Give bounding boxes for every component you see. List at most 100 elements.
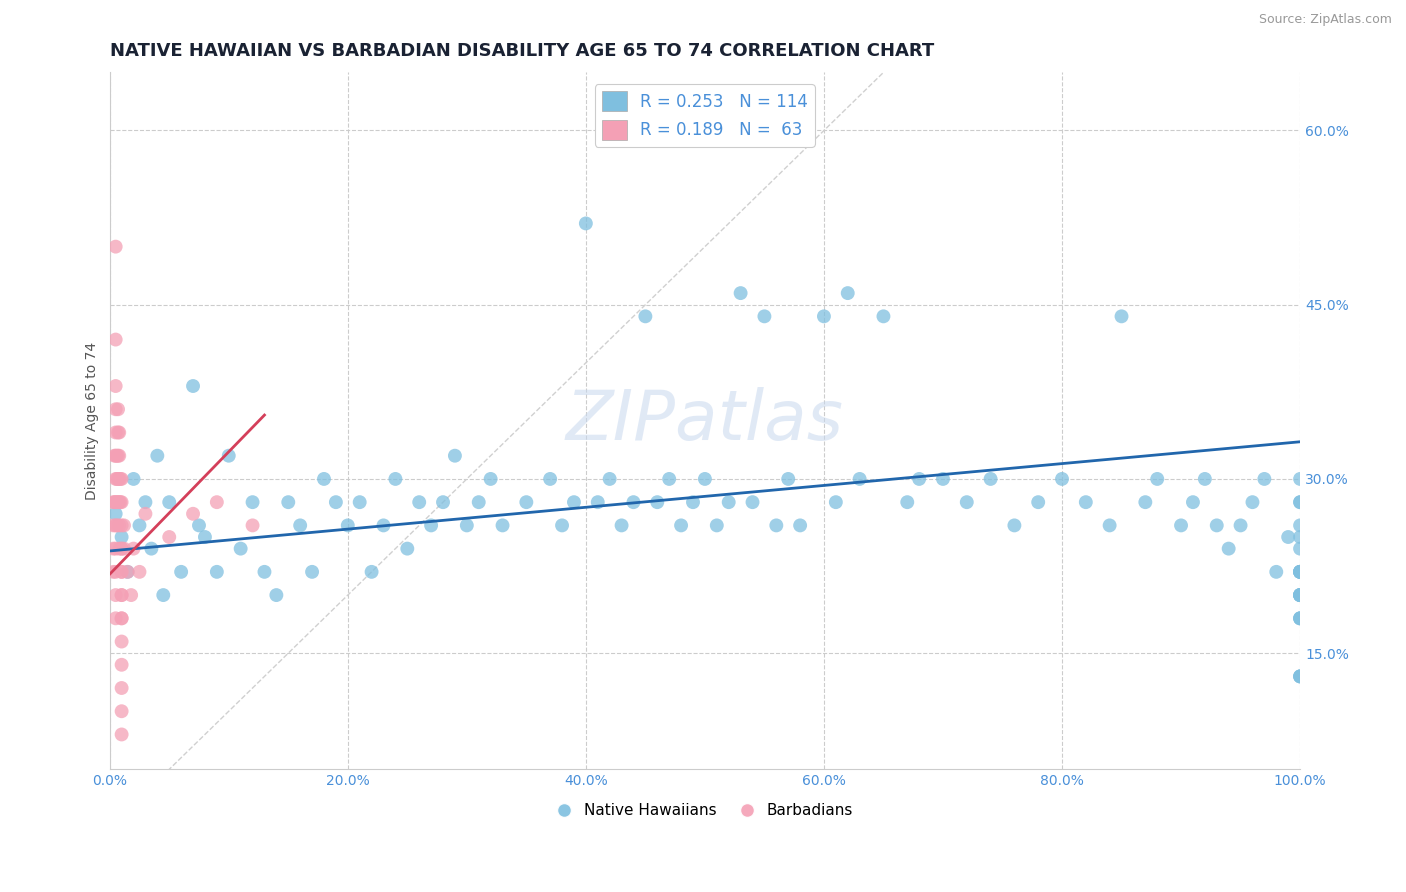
Point bbox=[141, 541, 163, 556]
Point bbox=[623, 495, 645, 509]
Point bbox=[107, 495, 129, 509]
Point bbox=[111, 634, 134, 648]
Point bbox=[1289, 669, 1312, 683]
Point bbox=[111, 518, 134, 533]
Point bbox=[253, 565, 276, 579]
Point bbox=[1074, 495, 1097, 509]
Point bbox=[1111, 310, 1133, 324]
Point bbox=[658, 472, 681, 486]
Point bbox=[1289, 495, 1312, 509]
Y-axis label: Disability Age 65 to 74: Disability Age 65 to 74 bbox=[86, 342, 100, 500]
Point bbox=[111, 681, 134, 695]
Point bbox=[1289, 495, 1312, 509]
Point bbox=[104, 425, 127, 440]
Point bbox=[1289, 565, 1312, 579]
Point bbox=[384, 472, 406, 486]
Point bbox=[181, 379, 204, 393]
Point bbox=[491, 518, 513, 533]
Point bbox=[610, 518, 633, 533]
Point bbox=[103, 541, 125, 556]
Point bbox=[103, 565, 125, 579]
Point bbox=[108, 449, 131, 463]
Point bbox=[1289, 611, 1312, 625]
Point bbox=[896, 495, 918, 509]
Text: Source: ZipAtlas.com: Source: ZipAtlas.com bbox=[1258, 13, 1392, 27]
Point bbox=[218, 449, 240, 463]
Point bbox=[373, 518, 395, 533]
Point bbox=[717, 495, 740, 509]
Point bbox=[932, 472, 955, 486]
Point bbox=[1253, 472, 1275, 486]
Point bbox=[108, 472, 131, 486]
Point bbox=[848, 472, 870, 486]
Point bbox=[741, 495, 763, 509]
Point bbox=[956, 495, 979, 509]
Point bbox=[104, 565, 127, 579]
Point bbox=[1181, 495, 1204, 509]
Point bbox=[1289, 669, 1312, 683]
Point bbox=[105, 495, 128, 509]
Point bbox=[117, 565, 139, 579]
Point bbox=[111, 541, 134, 556]
Point bbox=[170, 565, 193, 579]
Point bbox=[1026, 495, 1049, 509]
Point bbox=[908, 472, 931, 486]
Point bbox=[1289, 611, 1312, 625]
Point bbox=[105, 449, 128, 463]
Point bbox=[1194, 472, 1216, 486]
Point bbox=[479, 472, 502, 486]
Point bbox=[1289, 588, 1312, 602]
Point bbox=[408, 495, 430, 509]
Point bbox=[277, 495, 299, 509]
Point bbox=[432, 495, 454, 509]
Point bbox=[157, 530, 180, 544]
Point bbox=[205, 565, 228, 579]
Point bbox=[645, 495, 668, 509]
Point bbox=[111, 565, 134, 579]
Point bbox=[1205, 518, 1227, 533]
Point bbox=[1289, 588, 1312, 602]
Point bbox=[181, 507, 204, 521]
Point bbox=[325, 495, 347, 509]
Point bbox=[1050, 472, 1073, 486]
Point bbox=[157, 495, 180, 509]
Point bbox=[194, 530, 217, 544]
Point bbox=[188, 518, 211, 533]
Point bbox=[134, 507, 156, 521]
Point bbox=[242, 518, 264, 533]
Point bbox=[111, 530, 134, 544]
Point bbox=[111, 495, 134, 509]
Point bbox=[104, 240, 127, 254]
Point bbox=[107, 472, 129, 486]
Point bbox=[104, 518, 127, 533]
Point bbox=[1289, 565, 1312, 579]
Point bbox=[108, 495, 131, 509]
Point bbox=[538, 472, 561, 486]
Point bbox=[229, 541, 252, 556]
Point bbox=[111, 727, 134, 741]
Point bbox=[1146, 472, 1168, 486]
Point bbox=[128, 565, 150, 579]
Point bbox=[110, 495, 132, 509]
Point bbox=[693, 472, 716, 486]
Point bbox=[1229, 518, 1251, 533]
Point bbox=[128, 518, 150, 533]
Point bbox=[104, 507, 127, 521]
Point bbox=[104, 472, 127, 486]
Point bbox=[312, 472, 335, 486]
Point bbox=[134, 495, 156, 509]
Point bbox=[111, 541, 134, 556]
Point bbox=[1289, 565, 1312, 579]
Point bbox=[111, 472, 134, 486]
Point bbox=[669, 518, 692, 533]
Point bbox=[789, 518, 811, 533]
Point bbox=[824, 495, 846, 509]
Point bbox=[103, 518, 125, 533]
Point bbox=[778, 472, 800, 486]
Point bbox=[111, 611, 134, 625]
Point bbox=[104, 541, 127, 556]
Point bbox=[103, 449, 125, 463]
Point bbox=[105, 472, 128, 486]
Point bbox=[110, 472, 132, 486]
Point bbox=[146, 449, 169, 463]
